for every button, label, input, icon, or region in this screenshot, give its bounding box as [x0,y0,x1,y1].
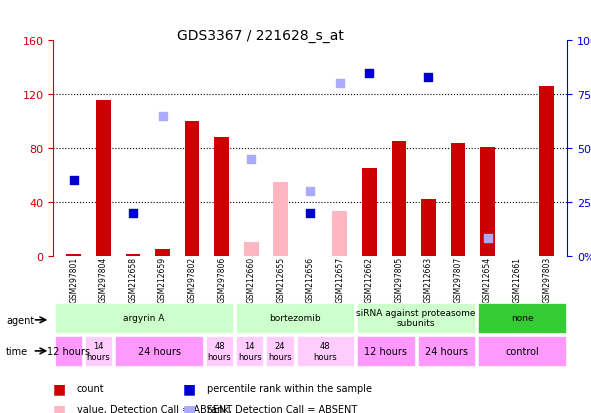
FancyBboxPatch shape [115,336,203,366]
Text: ■: ■ [53,402,66,413]
Point [394,10,404,17]
Text: GSM297803: GSM297803 [542,256,551,302]
Text: count: count [77,383,105,393]
Text: 24 hours: 24 hours [138,346,180,356]
Bar [451,143,466,256]
Text: 24 hours: 24 hours [425,346,468,356]
Text: 12 hours: 12 hours [365,346,407,356]
Text: 48
hours: 48 hours [207,342,232,361]
Text: GSM212662: GSM212662 [365,256,374,302]
Text: GSM297802: GSM297802 [187,256,197,302]
Bar [96,100,111,256]
Point [128,210,138,216]
FancyBboxPatch shape [206,336,233,366]
Bar [274,182,288,256]
FancyBboxPatch shape [55,303,233,333]
FancyBboxPatch shape [236,303,354,333]
Bar [125,255,141,256]
FancyBboxPatch shape [297,336,354,366]
Text: GSM212663: GSM212663 [424,256,433,302]
Text: GSM297806: GSM297806 [217,256,226,302]
Text: ■: ■ [183,381,196,395]
Text: GSM297801: GSM297801 [69,256,79,302]
Text: GDS3367 / 221628_s_at: GDS3367 / 221628_s_at [177,29,344,43]
Bar [480,147,495,256]
Point [512,12,522,19]
Bar [392,142,407,256]
Text: ■: ■ [53,381,66,395]
Bar [215,138,229,256]
Text: time: time [6,346,28,356]
Point [246,156,256,163]
Text: 24
hours: 24 hours [268,342,292,361]
Point [542,2,551,8]
FancyBboxPatch shape [357,336,415,366]
Text: 12 hours: 12 hours [47,346,90,356]
FancyBboxPatch shape [55,336,82,366]
Text: GSM212661: GSM212661 [512,256,522,302]
Bar [244,242,259,256]
Text: value, Detection Call = ABSENT: value, Detection Call = ABSENT [77,404,232,413]
Point [69,178,79,184]
Text: percentile rank within the sample: percentile rank within the sample [207,383,372,393]
Point [335,81,345,88]
FancyBboxPatch shape [85,336,112,366]
Text: GSM212655: GSM212655 [276,256,285,302]
FancyBboxPatch shape [478,303,566,333]
Text: argyrin A: argyrin A [124,313,165,323]
Text: none: none [511,313,533,323]
Text: 14
hours: 14 hours [238,342,262,361]
Point [187,4,197,10]
Text: 14
hours: 14 hours [87,342,111,361]
FancyBboxPatch shape [267,336,294,366]
Bar [540,87,554,256]
FancyBboxPatch shape [236,336,264,366]
Text: rank, Detection Call = ABSENT: rank, Detection Call = ABSENT [207,404,357,413]
Text: siRNA against proteasome
subunits: siRNA against proteasome subunits [356,309,476,328]
Point [483,235,492,242]
Text: ■: ■ [183,402,196,413]
Text: GSM212658: GSM212658 [128,256,138,302]
Bar [185,122,200,256]
Point [453,12,463,19]
Text: control: control [505,346,539,356]
Text: agent: agent [6,315,34,325]
Text: GSM297804: GSM297804 [99,256,108,302]
Bar [333,212,348,256]
Text: GSM212660: GSM212660 [246,256,256,302]
Point [158,113,167,120]
FancyBboxPatch shape [357,303,475,333]
Bar [362,169,377,256]
Text: GSM212656: GSM212656 [306,256,315,302]
Point [424,74,433,81]
FancyBboxPatch shape [418,336,475,366]
Text: 48
hours: 48 hours [313,342,337,361]
Text: GSM212659: GSM212659 [158,256,167,302]
Point [365,70,374,77]
Bar [155,249,170,256]
Text: GSM212654: GSM212654 [483,256,492,302]
Point [217,8,226,14]
FancyBboxPatch shape [478,336,566,366]
Text: GSM297805: GSM297805 [394,256,404,302]
Bar [421,199,436,256]
Point [99,6,108,12]
Text: GSM297807: GSM297807 [453,256,463,302]
Point [306,210,315,216]
Bar [66,255,82,256]
Text: GSM212657: GSM212657 [335,256,345,302]
Text: bortezomib: bortezomib [269,313,321,323]
Point [306,188,315,195]
